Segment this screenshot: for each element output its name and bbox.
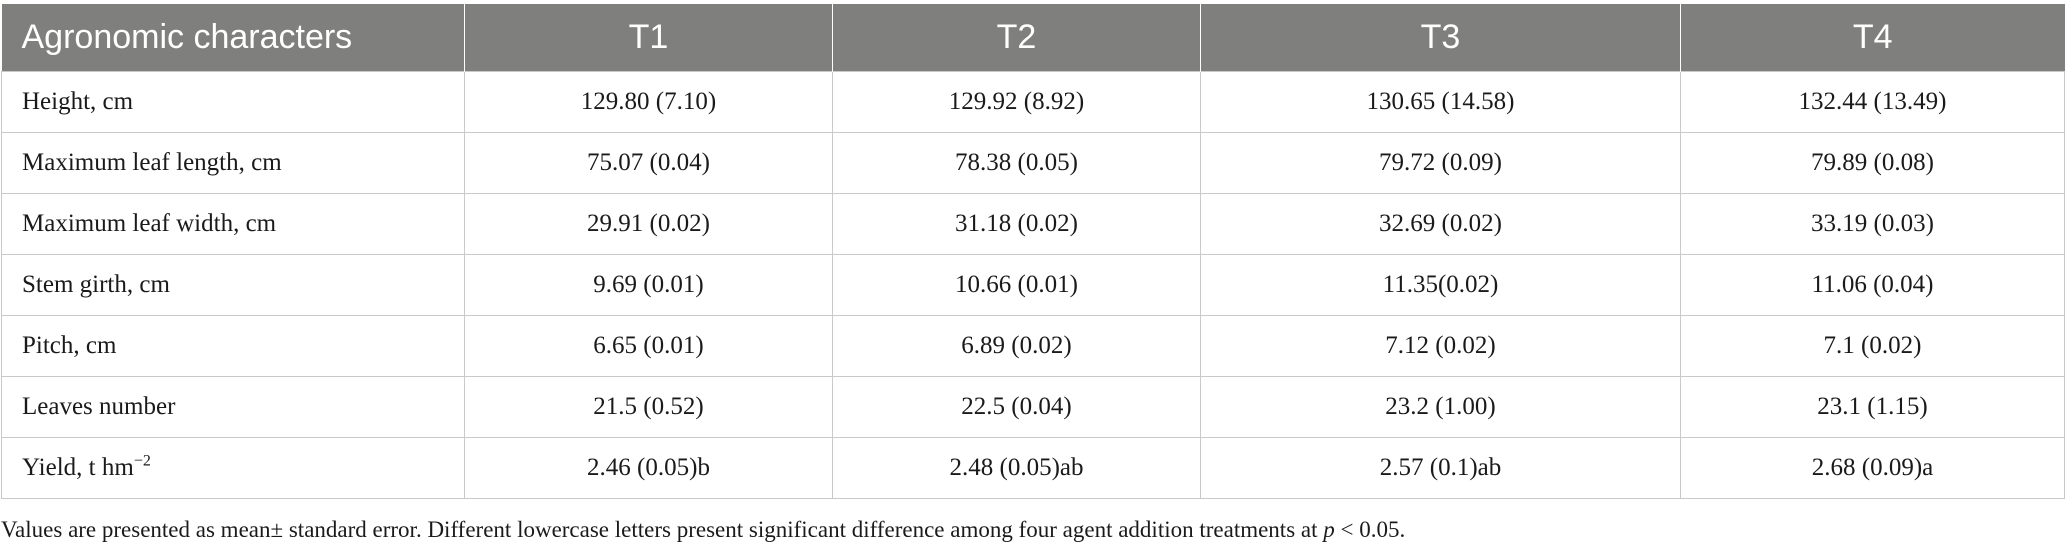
row-label: Yield, t hm−2 bbox=[1, 437, 465, 499]
table-cell: 9.69 (0.01) bbox=[464, 254, 833, 316]
table-container: Agronomic characters T1 T2 T3 T4 Height,… bbox=[0, 4, 2067, 499]
table-cell: 2.57 (0.1)ab bbox=[1200, 437, 1681, 499]
table-cell: 78.38 (0.05) bbox=[832, 132, 1201, 194]
table-cell: 33.19 (0.03) bbox=[1680, 193, 2065, 255]
table-cell: 75.07 (0.04) bbox=[464, 132, 833, 194]
table-cell: 79.89 (0.08) bbox=[1680, 132, 2065, 194]
table-cell: 10.66 (0.01) bbox=[832, 254, 1201, 316]
table-cell: 6.89 (0.02) bbox=[832, 315, 1201, 377]
table-cell: 32.69 (0.02) bbox=[1200, 193, 1681, 255]
table-cell: 7.12 (0.02) bbox=[1200, 315, 1681, 377]
row-label-superscript: −2 bbox=[133, 452, 151, 470]
table-cell: 79.72 (0.09) bbox=[1200, 132, 1681, 194]
row-label: Maximum leaf width, cm bbox=[1, 193, 465, 255]
table-row: Yield, t hm−2 2.46 (0.05)b 2.48 (0.05)ab… bbox=[1, 437, 2065, 499]
row-label: Stem girth, cm bbox=[1, 254, 465, 316]
row-label: Maximum leaf length, cm bbox=[1, 132, 465, 194]
table-cell: 132.44 (13.49) bbox=[1680, 71, 2065, 133]
table-cell: 129.92 (8.92) bbox=[832, 71, 1201, 133]
column-header-t3: T3 bbox=[1200, 4, 1681, 72]
table-cell: 23.1 (1.15) bbox=[1680, 376, 2065, 438]
table-header-row: Agronomic characters T1 T2 T3 T4 bbox=[1, 4, 2065, 72]
table-row: Stem girth, cm 9.69 (0.01) 10.66 (0.01) … bbox=[1, 254, 2065, 316]
table-footnote: Values are presented as mean± standard e… bbox=[1, 517, 1405, 543]
table-cell: 2.46 (0.05)b bbox=[464, 437, 833, 499]
column-header-t4: T4 bbox=[1680, 4, 2065, 72]
table-row: Maximum leaf length, cm 75.07 (0.04) 78.… bbox=[1, 132, 2065, 194]
table-cell: 6.65 (0.01) bbox=[464, 315, 833, 377]
table-row: Height, cm 129.80 (7.10) 129.92 (8.92) 1… bbox=[1, 71, 2065, 133]
table-cell: 2.68 (0.09)a bbox=[1680, 437, 2065, 499]
table-cell: 31.18 (0.02) bbox=[832, 193, 1201, 255]
table-cell: 29.91 (0.02) bbox=[464, 193, 833, 255]
table-cell: 7.1 (0.02) bbox=[1680, 315, 2065, 377]
row-label-text: Yield, t hm bbox=[22, 454, 134, 481]
column-header-t1: T1 bbox=[464, 4, 833, 72]
table-cell: 22.5 (0.04) bbox=[832, 376, 1201, 438]
row-label: Height, cm bbox=[1, 71, 465, 133]
table-cell: 21.5 (0.52) bbox=[464, 376, 833, 438]
footnote-p-variable: p bbox=[1323, 517, 1335, 542]
table-cell: 129.80 (7.10) bbox=[464, 71, 833, 133]
footnote-text: Values are presented as mean± standard e… bbox=[1, 517, 1324, 542]
column-header-t2: T2 bbox=[832, 4, 1201, 72]
row-label: Leaves number bbox=[1, 376, 465, 438]
table-cell: 130.65 (14.58) bbox=[1200, 71, 1681, 133]
table-cell: 23.2 (1.00) bbox=[1200, 376, 1681, 438]
row-label: Pitch, cm bbox=[1, 315, 465, 377]
table-row: Maximum leaf width, cm 29.91 (0.02) 31.1… bbox=[1, 193, 2065, 255]
table-cell: 2.48 (0.05)ab bbox=[832, 437, 1201, 499]
table-row: Pitch, cm 6.65 (0.01) 6.89 (0.02) 7.12 (… bbox=[1, 315, 2065, 377]
table-row: Leaves number 21.5 (0.52) 22.5 (0.04) 23… bbox=[1, 376, 2065, 438]
column-header-agronomic-characters: Agronomic characters bbox=[1, 4, 465, 72]
footnote-threshold: < 0.05. bbox=[1334, 517, 1406, 542]
table-cell: 11.35(0.02) bbox=[1200, 254, 1681, 316]
table-cell: 11.06 (0.04) bbox=[1680, 254, 2065, 316]
agronomic-characters-table: Agronomic characters T1 T2 T3 T4 Height,… bbox=[1, 4, 2065, 499]
